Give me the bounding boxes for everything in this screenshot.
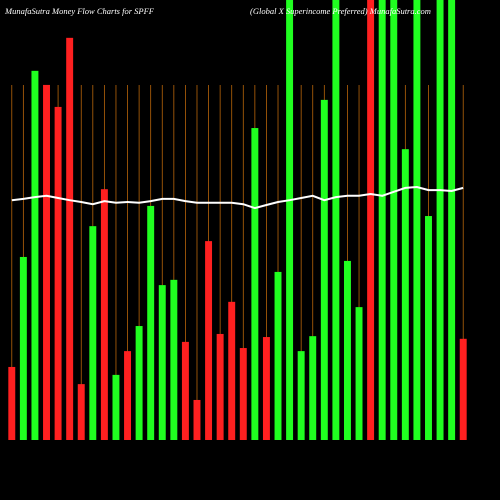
bar (89, 226, 97, 440)
bar (124, 351, 132, 440)
bar (193, 399, 201, 440)
money-flow-line (11, 185, 464, 210)
bar (332, 0, 340, 440)
bar (77, 384, 85, 440)
bar (43, 84, 50, 441)
bar (100, 189, 108, 440)
bar (378, 0, 386, 440)
bar (147, 205, 155, 440)
chart-title: MunafaSutra Money Flow Charts for SPFF (4, 6, 155, 16)
bar (425, 216, 432, 440)
bar (19, 256, 27, 440)
bar (309, 336, 317, 440)
lines (11, 185, 464, 210)
bar (112, 374, 120, 440)
bar (286, 0, 294, 440)
bar (262, 337, 270, 440)
bar (54, 106, 62, 441)
bar (390, 0, 398, 440)
bar (158, 285, 166, 440)
bar (239, 348, 247, 440)
bar (228, 301, 236, 440)
bar (413, 0, 421, 440)
bars (8, 0, 467, 441)
bar (320, 99, 328, 440)
bar (343, 260, 351, 440)
bar (251, 128, 259, 441)
bar (66, 37, 74, 441)
bar (274, 271, 282, 440)
bar (8, 366, 16, 440)
bar (31, 70, 39, 440)
bar (297, 351, 305, 440)
bar (205, 241, 213, 440)
bar (459, 338, 467, 440)
chart-subtitle: (Global X Superincome Preferred) MunafaS… (250, 6, 431, 16)
bar (170, 279, 178, 440)
bar (401, 149, 409, 440)
bar (135, 326, 143, 440)
bar (367, 0, 375, 440)
bar (216, 333, 224, 440)
bar (436, 0, 444, 440)
bar (448, 0, 456, 440)
bar (355, 307, 363, 440)
bar (181, 341, 189, 440)
